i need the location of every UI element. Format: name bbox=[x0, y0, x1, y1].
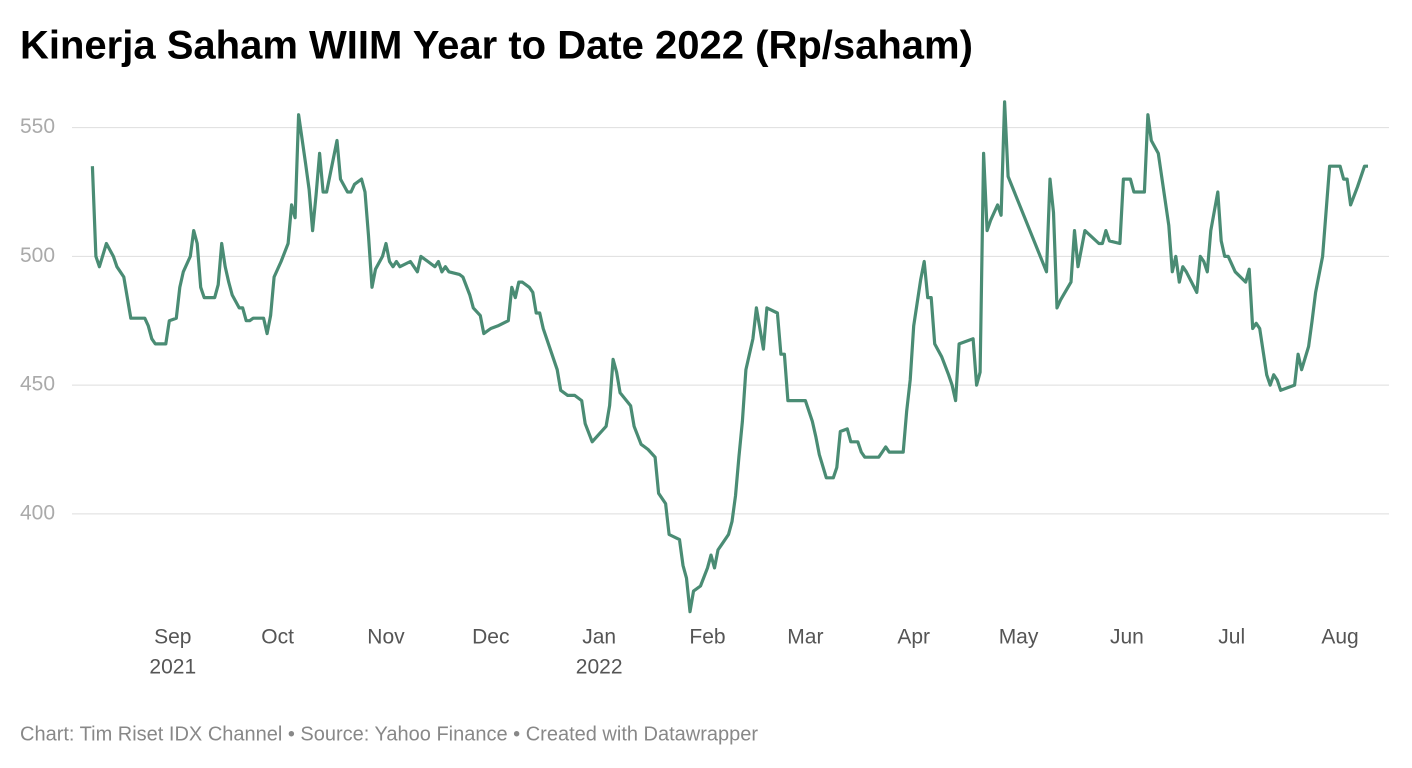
y-tick-label: 550 bbox=[20, 115, 55, 138]
y-tick-label: 500 bbox=[20, 244, 55, 267]
x-tick-label: Jul bbox=[1218, 626, 1245, 649]
x-tick-label: Oct bbox=[261, 626, 294, 649]
x-tick-year: 2022 bbox=[576, 656, 623, 679]
x-tick-label: Feb bbox=[689, 626, 725, 649]
x-tick-label: Aug bbox=[1321, 626, 1358, 649]
x-tick-label: Nov bbox=[367, 626, 405, 649]
chart-title: Kinerja Saham WIIM Year to Date 2022 (Rp… bbox=[20, 24, 973, 68]
x-tick-label: Jan bbox=[582, 626, 616, 649]
x-tick-label: May bbox=[999, 626, 1039, 649]
x-tick-label: Jun bbox=[1110, 626, 1144, 649]
y-tick-label: 450 bbox=[20, 373, 55, 396]
footer: Chart: Tim Riset IDX Channel • Source: Y… bbox=[20, 723, 758, 745]
x-tick-label: Sep bbox=[154, 626, 191, 649]
y-tick-label: 400 bbox=[20, 501, 55, 524]
x-tick-label: Apr bbox=[897, 626, 930, 649]
x-tick-year: 2021 bbox=[149, 656, 196, 679]
price-line bbox=[90, 100, 1368, 614]
x-tick-label: Mar bbox=[787, 626, 823, 649]
x-tick-label: Dec bbox=[472, 626, 509, 649]
